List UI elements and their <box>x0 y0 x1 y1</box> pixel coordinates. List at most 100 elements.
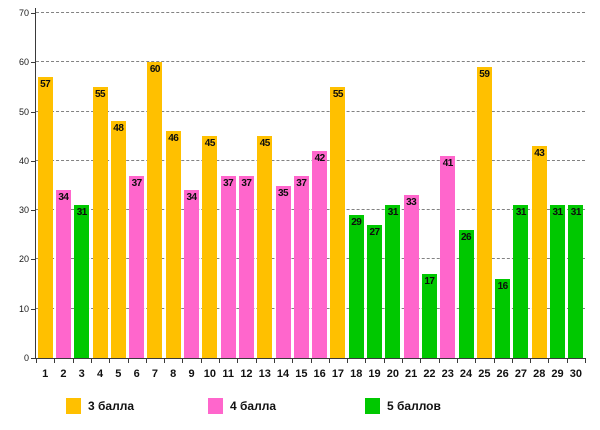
y-axis-label: 30 <box>18 205 29 216</box>
bar: 59 <box>476 67 492 358</box>
x-axis-tick <box>164 359 166 363</box>
x-axis-tick <box>383 359 385 363</box>
bar-value-label: 27 <box>369 226 380 238</box>
bar-value-label: 45 <box>259 138 271 150</box>
bar: 42 <box>312 151 328 358</box>
x-axis-tick <box>548 359 550 363</box>
bar-value-label: 31 <box>76 207 88 219</box>
bar: 43 <box>531 146 547 358</box>
bar-value-label: 37 <box>296 177 307 189</box>
x-axis-tick <box>402 359 403 363</box>
x-axis-tick <box>127 359 129 363</box>
bar-value-label: 57 <box>40 79 51 91</box>
bar-value-label: 34 <box>186 192 197 204</box>
x-axis-label: 7 <box>151 368 158 380</box>
y-axis-label: 0 <box>23 353 29 363</box>
bar-value-label: 48 <box>113 123 124 135</box>
x-axis-tick <box>365 359 367 363</box>
y-axis-tick <box>31 160 35 162</box>
bar: 27 <box>367 224 383 358</box>
bar: 29 <box>348 215 364 358</box>
x-axis-label: 1 <box>42 368 49 380</box>
x-axis-label: 8 <box>170 368 177 380</box>
x-axis-label: 26 <box>496 368 509 380</box>
x-axis-label: 9 <box>188 368 195 380</box>
x-axis-tick <box>347 359 349 363</box>
bar-value-label: 34 <box>58 192 69 204</box>
bar-value-label: 31 <box>515 207 527 219</box>
legend-label: 3 балла <box>88 399 135 413</box>
x-axis-tick <box>145 359 147 363</box>
x-axis-label: 15 <box>295 368 308 380</box>
bar: 31 <box>568 205 584 358</box>
bar-value-label: 60 <box>149 64 161 76</box>
bar: 37 <box>220 175 236 358</box>
bar: 31 <box>74 205 90 358</box>
x-axis-label: 19 <box>368 368 381 380</box>
bar: 37 <box>293 175 309 358</box>
x-axis-tick <box>310 359 312 363</box>
x-axis-tick <box>493 359 495 363</box>
bar-value-label: 37 <box>241 177 252 189</box>
x-axis-tick <box>90 359 92 363</box>
bar: 33 <box>403 195 419 358</box>
y-axis-label: 50 <box>18 106 29 117</box>
legend: 3 балла 4 балла 5 баллов <box>0 396 600 422</box>
bar-value-label: 37 <box>131 177 143 189</box>
gridline <box>36 307 585 309</box>
bar-value-label: 46 <box>168 133 179 145</box>
bar: 45 <box>257 136 273 358</box>
x-axis-label: 12 <box>240 368 253 380</box>
bar: 31 <box>513 205 529 358</box>
bar-value-label: 55 <box>94 88 106 100</box>
bar: 34 <box>55 190 71 358</box>
x-axis-tick <box>255 359 257 363</box>
bar-value-label: 31 <box>570 207 582 219</box>
x-axis-tick <box>438 359 440 363</box>
x-axis-tick <box>511 359 513 363</box>
y-axis-tick <box>31 13 35 14</box>
x-axis-tick <box>292 359 294 363</box>
x-axis-tick <box>530 359 532 363</box>
y-axis-tick <box>31 259 35 261</box>
x-axis-label: 2 <box>60 368 67 380</box>
bar: 17 <box>421 274 437 358</box>
x-axis-label: 29 <box>551 368 564 380</box>
legend-swatch-pink <box>208 398 223 414</box>
bar-value-label: 16 <box>497 281 509 293</box>
gridline <box>36 159 585 161</box>
bar-value-label: 59 <box>479 69 490 81</box>
x-axis-label: 17 <box>331 368 345 380</box>
x-axis-label: 16 <box>313 368 326 380</box>
x-axis-label: 23 <box>441 368 454 380</box>
gridline <box>36 110 585 112</box>
x-axis-label: 22 <box>423 368 436 380</box>
y-axis-tick <box>31 308 35 310</box>
bar: 55 <box>92 86 108 358</box>
y-axis-label: 10 <box>18 303 29 314</box>
x-axis-label: 27 <box>514 368 528 380</box>
x-axis-tick <box>420 359 422 363</box>
bar: 37 <box>129 175 145 358</box>
x-axis-label: 25 <box>478 368 491 380</box>
legend-swatch-orange <box>66 398 81 414</box>
bar: 41 <box>440 155 456 358</box>
x-axis-label: 13 <box>258 368 271 380</box>
bar-value-label: 35 <box>277 187 289 199</box>
x-axis-label: 6 <box>133 368 140 380</box>
legend-label: 4 балла <box>230 399 277 413</box>
bar-value-label: 17 <box>424 276 435 288</box>
x-axis-label: 10 <box>203 368 216 380</box>
bar: 48 <box>110 121 126 358</box>
legend-label: 5 баллов <box>387 399 441 413</box>
bar-value-label: 29 <box>351 217 362 229</box>
y-axis-tick <box>31 210 35 212</box>
bar-value-label: 33 <box>406 197 417 209</box>
y-axis-tick <box>31 358 35 359</box>
bar: 45 <box>202 136 218 358</box>
y-axis-label: 70 <box>18 8 29 18</box>
x-axis-tick <box>475 359 477 363</box>
bar-value-label: 55 <box>332 88 344 100</box>
bar: 55 <box>330 86 346 358</box>
